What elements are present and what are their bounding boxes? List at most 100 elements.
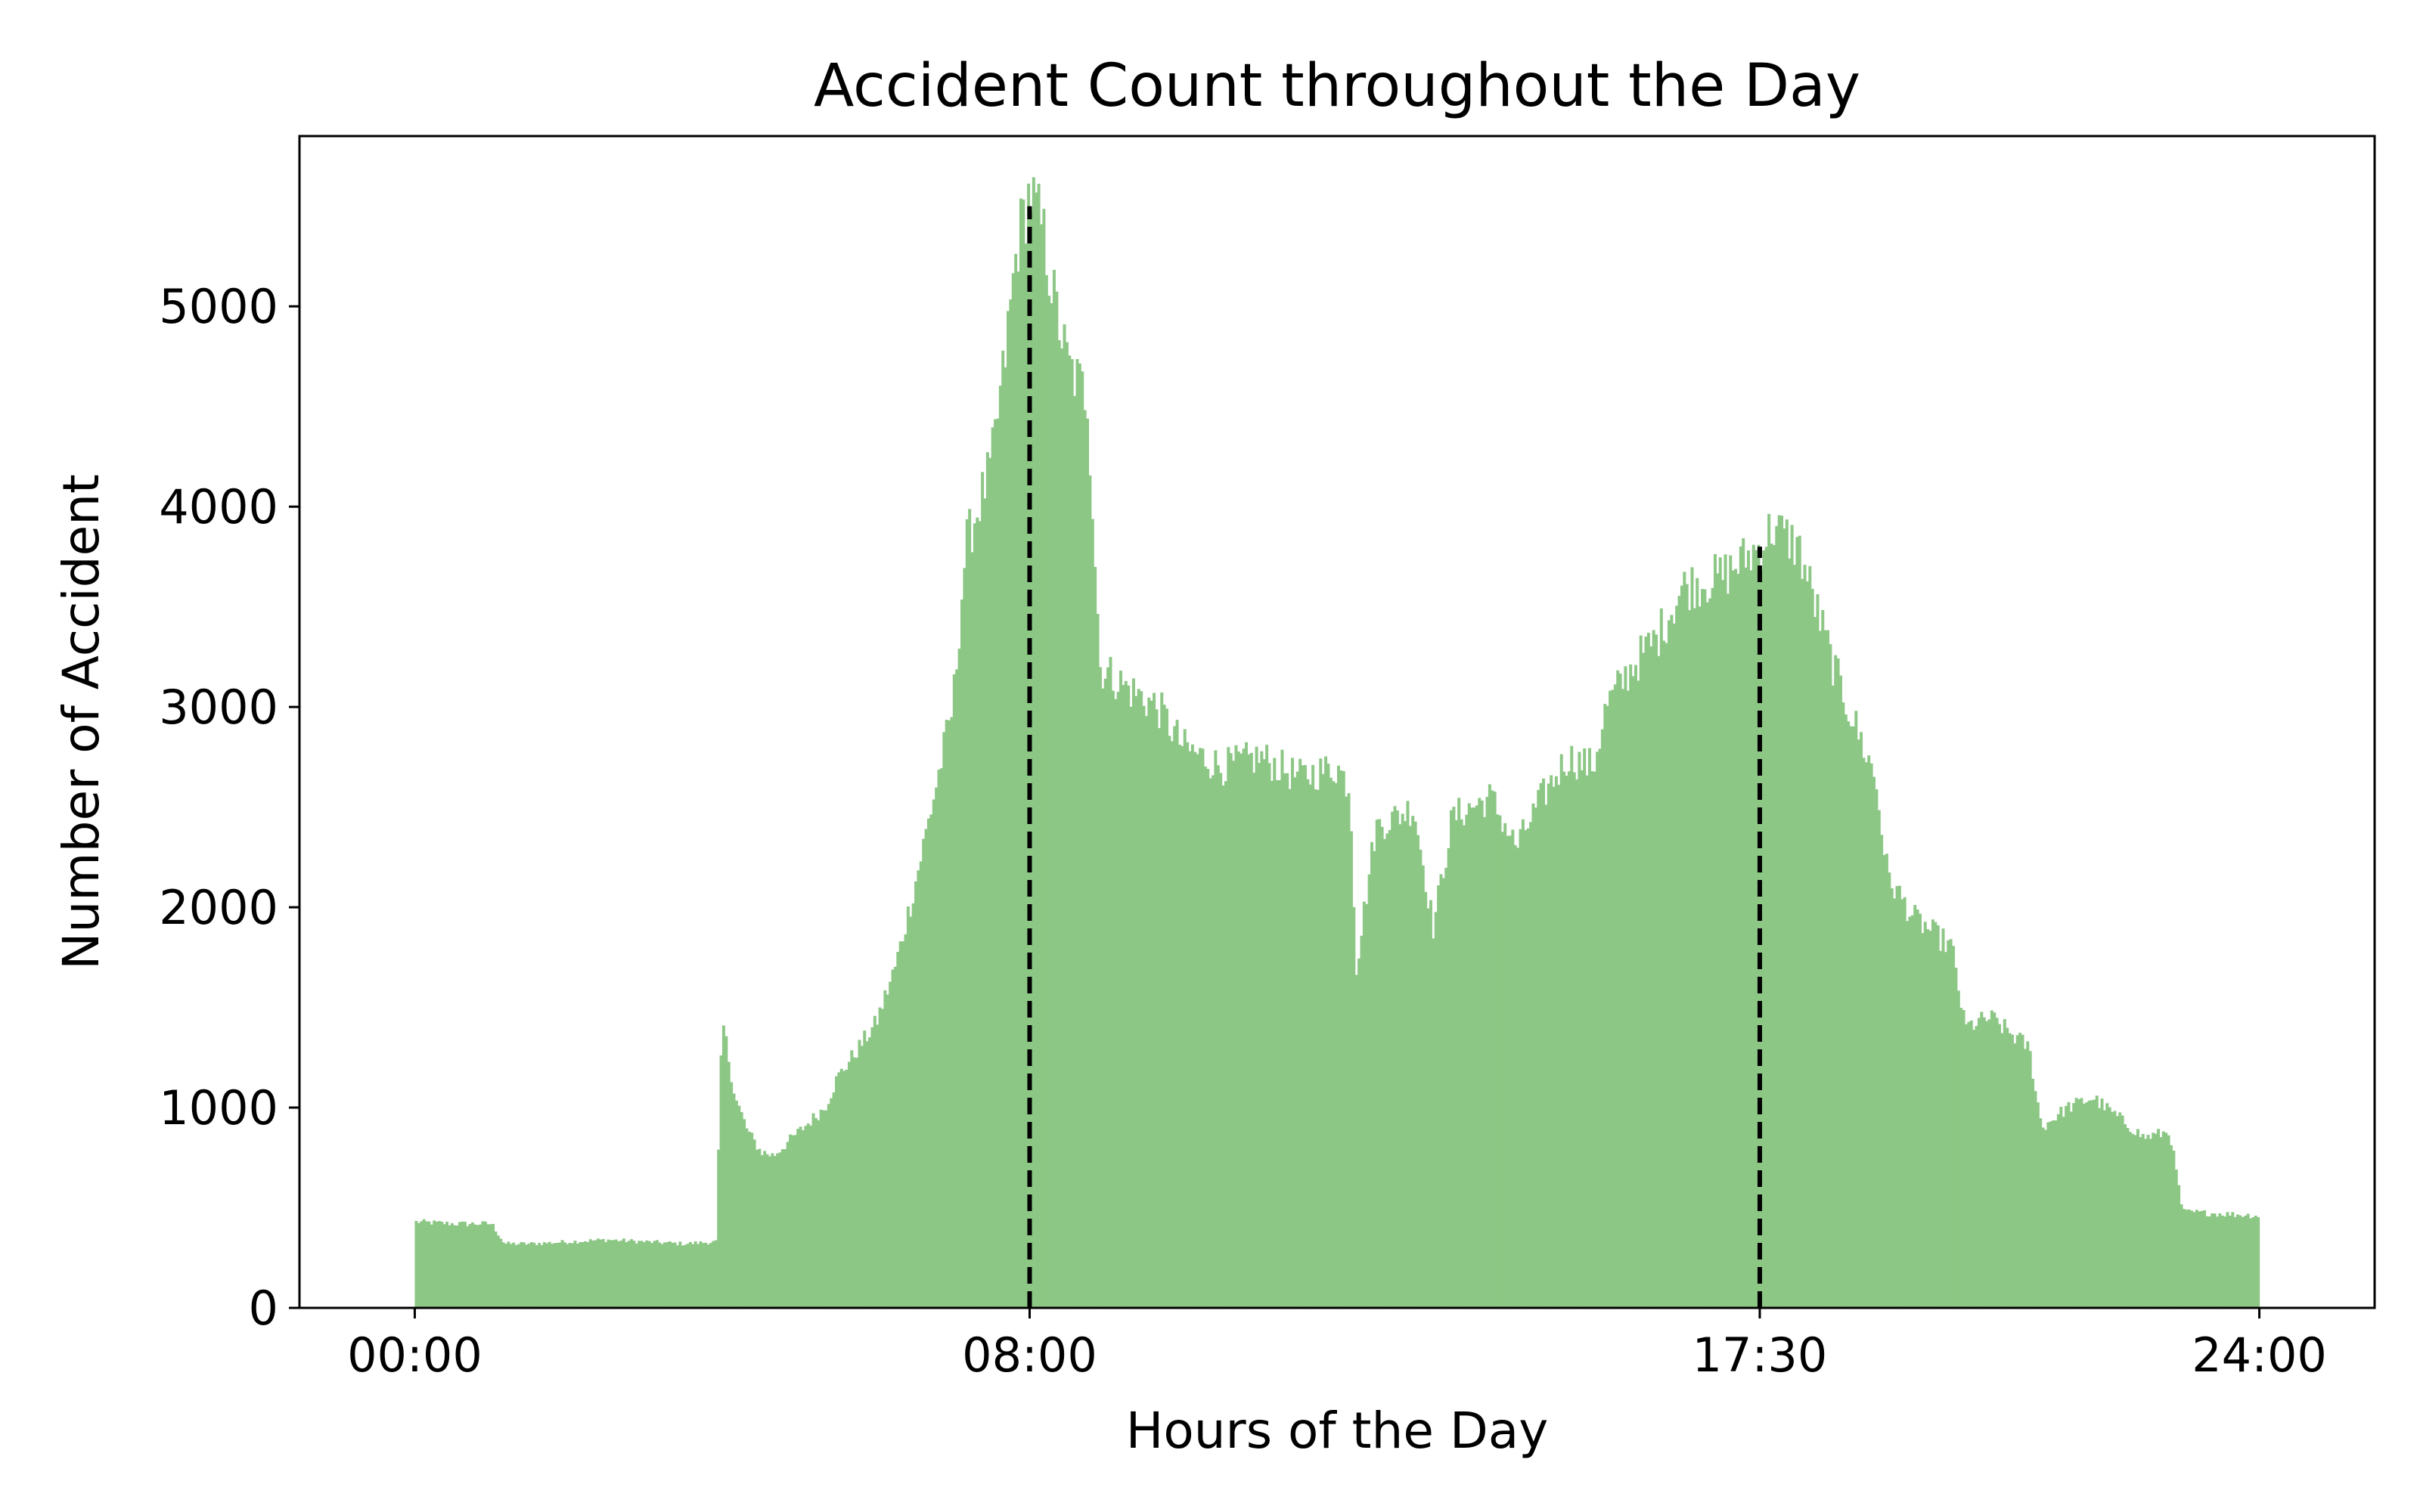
histogram-bar <box>724 1036 728 1308</box>
histogram-bar <box>1739 546 1742 1308</box>
histogram-bar <box>852 1057 856 1308</box>
histogram-bar <box>714 1240 718 1308</box>
histogram-bar <box>581 1241 585 1308</box>
histogram-bar <box>747 1131 751 1308</box>
histogram-bar <box>1580 770 1584 1308</box>
histogram-bar <box>2198 1211 2201 1308</box>
histogram-bar <box>1803 565 1807 1308</box>
histogram-bar <box>1751 544 1755 1308</box>
histogram-bar <box>417 1222 420 1308</box>
histogram-bar <box>520 1242 523 1308</box>
histogram-bar <box>773 1156 777 1308</box>
histogram-bar <box>750 1132 754 1308</box>
x-tick-label: 24:00 <box>2192 1328 2327 1383</box>
histogram-bar <box>935 787 939 1308</box>
histogram-bar <box>889 981 892 1308</box>
histogram-bar <box>678 1241 682 1308</box>
histogram-bar <box>1267 763 1271 1308</box>
histogram-bar <box>1493 792 1497 1308</box>
histogram-bar <box>1529 822 1533 1308</box>
histogram-bar <box>1078 363 1081 1308</box>
histogram-bar <box>1762 550 1766 1308</box>
histogram-bar <box>765 1154 769 1308</box>
histogram-bar <box>658 1242 662 1308</box>
histogram-bar <box>1349 831 1353 1308</box>
histogram-bar <box>517 1244 520 1308</box>
histogram-bar <box>673 1242 677 1308</box>
histogram-bar <box>973 523 976 1308</box>
histogram-bar <box>1506 835 1509 1308</box>
histogram-bar <box>1621 689 1625 1308</box>
histogram-bar <box>617 1241 621 1308</box>
histogram-bar <box>1206 769 1210 1308</box>
histogram-bar <box>1252 773 1256 1308</box>
histogram-bar <box>1600 729 1604 1308</box>
histogram-bar <box>1775 525 1779 1308</box>
histogram-bar <box>778 1152 782 1308</box>
histogram-bar <box>883 990 887 1308</box>
histogram-bar <box>2124 1124 2127 1308</box>
histogram-bar <box>1836 658 1840 1308</box>
histogram-bar <box>1295 771 1299 1308</box>
histogram-bar <box>1314 789 1317 1308</box>
histogram-bar <box>660 1244 664 1308</box>
histogram-bar <box>1618 673 1622 1308</box>
histogram-bar <box>704 1242 708 1308</box>
histogram-bar <box>2034 1091 2037 1308</box>
histogram-bar <box>2139 1137 2142 1308</box>
histogram-bar <box>2244 1216 2248 1308</box>
histogram-bar <box>1091 519 1094 1308</box>
histogram-bar <box>1024 243 1028 1309</box>
histogram-bar <box>1611 689 1615 1308</box>
histogram-bar <box>1339 770 1343 1308</box>
histogram-bar <box>737 1105 741 1308</box>
histogram-bar <box>1094 566 1097 1308</box>
histogram-bar <box>896 952 900 1308</box>
histogram-bar <box>499 1238 503 1308</box>
histogram-bar <box>1690 567 1694 1308</box>
histogram-bar <box>1742 538 1745 1308</box>
histogram-bar <box>1793 565 1796 1308</box>
histogram-bar <box>1713 553 1717 1308</box>
histogram-bar <box>1849 726 1853 1308</box>
histogram-bar <box>996 418 1000 1309</box>
histogram-bar <box>1478 798 1481 1308</box>
histogram-bar <box>1470 807 1474 1308</box>
histogram-bar <box>1262 759 1266 1308</box>
histogram-bar <box>1144 716 1148 1308</box>
histogram-bar <box>609 1240 613 1308</box>
histogram-bar <box>1767 513 1771 1308</box>
histogram-bar <box>1511 829 1515 1308</box>
histogram-bar <box>1142 705 1146 1308</box>
histogram-bar <box>891 969 895 1308</box>
histogram-bar <box>2146 1135 2150 1308</box>
histogram-bar <box>1111 690 1115 1308</box>
histogram-bar <box>1642 652 1646 1308</box>
histogram-bar <box>1075 358 1079 1309</box>
histogram-bar <box>1406 801 1410 1308</box>
histogram-bar <box>814 1117 818 1308</box>
histogram-bar <box>650 1243 654 1308</box>
histogram-bar <box>2144 1139 2148 1308</box>
histogram-bar <box>2190 1210 2194 1308</box>
histogram-bar <box>2095 1095 2099 1308</box>
histogram-bar <box>819 1109 823 1308</box>
histogram-bar <box>2072 1103 2076 1308</box>
histogram-bar <box>2249 1218 2252 1308</box>
histogram-bar <box>2254 1216 2257 1308</box>
histogram-bar <box>1956 990 1960 1308</box>
histogram-bar <box>1685 584 1689 1308</box>
histogram-bar <box>2062 1117 2065 1308</box>
histogram-bar <box>1101 688 1105 1308</box>
histogram-bar <box>1923 922 1927 1308</box>
histogram-bar <box>1441 878 1445 1308</box>
histogram-bar <box>1037 184 1041 1309</box>
histogram-bar <box>904 934 908 1308</box>
histogram-bar <box>1688 610 1692 1308</box>
histogram-bar <box>1990 1010 1993 1308</box>
histogram-bar <box>586 1241 590 1308</box>
histogram-bar <box>827 1104 830 1308</box>
histogram-bar <box>873 1015 876 1308</box>
histogram-bar <box>998 386 1002 1308</box>
histogram-bar <box>430 1224 433 1308</box>
